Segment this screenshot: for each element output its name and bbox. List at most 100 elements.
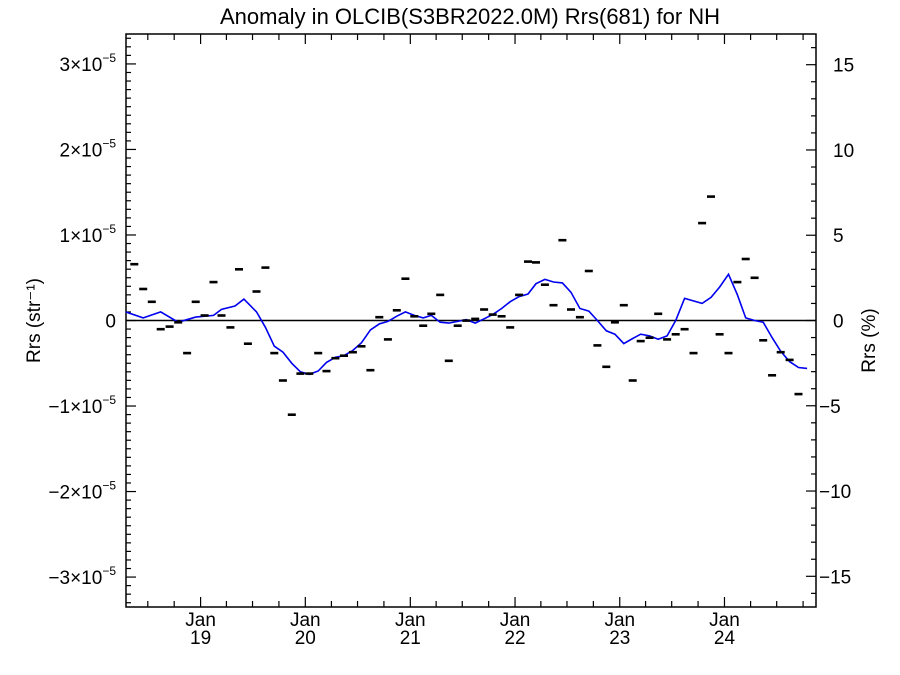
- anomaly-marker: [226, 326, 235, 329]
- left-tick-mantissa: 2×10: [60, 140, 103, 161]
- anomaly-marker: [532, 261, 540, 264]
- left-tick-mantissa: −2×10: [48, 483, 102, 504]
- x-tick-month: Jan: [604, 610, 635, 631]
- anomaly-marker: [593, 344, 602, 347]
- x-tick-month: Jan: [709, 610, 740, 631]
- right-tick-label: −5: [819, 397, 841, 418]
- anomaly-marker: [724, 351, 733, 355]
- anomaly-marker: [296, 372, 305, 375]
- anomaly-marker: [174, 321, 183, 324]
- anomaly-marker: [130, 262, 139, 266]
- anomaly-marker: [497, 315, 506, 318]
- anomaly-marker: [419, 324, 428, 327]
- anomaly-marker: [540, 283, 549, 286]
- anomaly-marker: [209, 280, 218, 284]
- right-axis-label: Rrs (%): [859, 308, 880, 372]
- anomaly-marker: [427, 312, 436, 316]
- anomaly-marker: [506, 326, 515, 329]
- anomaly-marker: [444, 359, 453, 363]
- anomaly-marker: [715, 333, 724, 336]
- anomaly-marker: [471, 317, 480, 321]
- anomaly-marker: [340, 354, 348, 357]
- left-tick-exponent: −5: [102, 222, 116, 236]
- anomaly-marker: [654, 312, 663, 316]
- anomaly-marker: [698, 221, 707, 225]
- anomaly-marker: [305, 372, 314, 375]
- anomaly-marker: [610, 321, 619, 324]
- x-tick-month: Jan: [500, 610, 531, 631]
- anomaly-marker: [689, 351, 698, 355]
- left-tick-label: 0: [105, 312, 116, 333]
- anomaly-marker: [261, 266, 270, 269]
- anomaly-marker: [776, 350, 785, 354]
- anomaly-marker: [515, 293, 524, 297]
- anomaly-marker: [584, 269, 593, 273]
- anomaly-marker: [252, 290, 261, 293]
- anomaly-marker: [410, 315, 419, 318]
- anomaly-marker: [663, 338, 672, 341]
- anomaly-marker: [750, 276, 759, 280]
- anomaly-marker: [733, 280, 742, 284]
- anomaly-marker: [235, 268, 243, 271]
- anomaly-marker: [794, 392, 803, 396]
- right-tick-label: 0: [833, 312, 844, 333]
- x-tick-month: Jan: [185, 610, 216, 631]
- right-tick-label: −15: [819, 567, 851, 588]
- left-axis-ticks: 3×10−52×10−51×10−50−1×10−5−2×10−5−3×10−5: [48, 37, 136, 604]
- right-tick-label: −10: [819, 482, 851, 503]
- left-tick-mantissa: 3×10: [60, 55, 103, 76]
- anomaly-marker: [671, 333, 680, 336]
- left-axis-label-text: Rrs (str⁻¹): [24, 278, 45, 363]
- x-tick-year: 20: [295, 628, 316, 649]
- x-tick-year: 21: [400, 628, 421, 649]
- right-tick-label: 5: [833, 226, 844, 247]
- left-tick-mantissa: −3×10: [48, 568, 102, 589]
- anomaly-marker: [287, 413, 296, 416]
- anomaly-marker: [707, 195, 715, 198]
- anomaly-marker: [785, 358, 794, 362]
- anomaly-marker: [768, 374, 777, 377]
- left-tick-mantissa: 1×10: [60, 226, 103, 247]
- anomaly-marker: [165, 325, 174, 328]
- x-tick-month: Jan: [290, 610, 321, 631]
- left-tick-label: −2×10−5: [48, 479, 116, 504]
- anomaly-marker: [436, 293, 445, 297]
- left-tick-label: −1×10−5: [48, 393, 116, 418]
- anomaly-marker: [357, 345, 366, 348]
- x-tick-year: 24: [714, 628, 736, 649]
- anomaly-marker: [183, 351, 192, 355]
- anomaly-marker: [383, 338, 392, 341]
- left-tick-exponent: −5: [102, 51, 116, 65]
- anomaly-marker: [243, 342, 252, 345]
- anomaly-marker: [156, 327, 165, 331]
- x-tick-year: 23: [609, 628, 630, 649]
- anomaly-marker: [741, 257, 750, 261]
- anomaly-marker: [480, 308, 489, 311]
- anomaly-marker: [619, 303, 628, 307]
- anomaly-marker: [375, 315, 384, 319]
- anomaly-marker: [453, 324, 462, 327]
- anomaly-marker: [139, 287, 148, 291]
- right-axis-label-text: Rrs (%): [859, 308, 880, 372]
- anomaly-marker: [628, 379, 637, 382]
- right-tick-label: 15: [833, 56, 854, 77]
- anomaly-marker: [549, 303, 558, 307]
- left-tick-label: 3×10−5: [60, 51, 117, 76]
- right-tick-label: 10: [833, 141, 854, 162]
- anomaly-marker: [331, 356, 340, 360]
- anomaly-marker: [200, 314, 209, 317]
- left-tick-label: −3×10−5: [48, 564, 116, 589]
- left-tick-exponent: −5: [102, 564, 116, 578]
- anomaly-marker: [217, 314, 226, 317]
- anomaly-marker: [348, 350, 357, 354]
- anomaly-marker: [575, 315, 584, 319]
- x-tick-year: 22: [504, 628, 525, 649]
- anomaly-marker: [314, 351, 323, 355]
- anomaly-marker: [147, 300, 156, 304]
- right-axis-ticks: 15 10 5 0 −5 −10 −15: [806, 47, 854, 594]
- x-tick-year: 19: [190, 628, 211, 649]
- anomaly-marker: [322, 369, 331, 373]
- left-tick-exponent: −5: [102, 479, 116, 493]
